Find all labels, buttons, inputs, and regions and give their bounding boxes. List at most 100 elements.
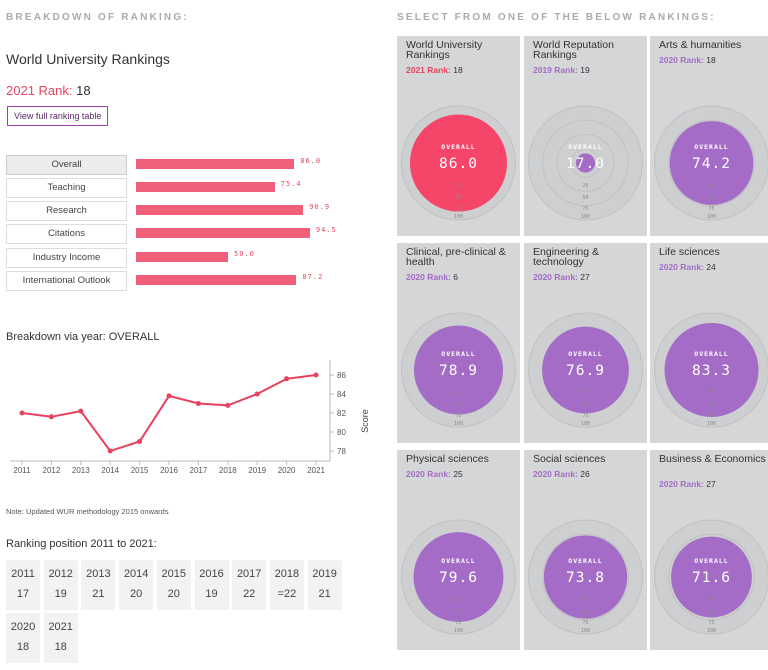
breakdown-tab-citations[interactable]: Citations (6, 224, 127, 244)
overall-label: OVERALL (568, 143, 603, 151)
scale-tick: 75 (582, 413, 589, 419)
data-point (225, 402, 231, 408)
ranking-position-cell: 2019 21 (307, 560, 342, 610)
x-tick-label: 2017 (190, 466, 208, 475)
position-year: 2011 (11, 568, 35, 580)
scale-ring (570, 148, 601, 178)
ranking-position-cell: 2016 19 (194, 560, 229, 610)
breakdown-tab-overall[interactable]: Overall (6, 155, 127, 175)
scale-tick: 75 (582, 620, 589, 626)
scale-ring (556, 134, 615, 192)
score-circle (401, 105, 516, 221)
scale-tick: 25 (455, 597, 462, 603)
score-circle (654, 105, 768, 221)
data-point (78, 408, 84, 414)
breakdown-row: Overall 86.0 (6, 155, 326, 175)
breakdown-bar (136, 159, 295, 169)
view-full-ranking-button[interactable]: View full ranking table (7, 106, 109, 126)
panel-title: Social sciences (533, 453, 606, 465)
ranking-panel-world-reputation-rankings[interactable]: World Reputation Rankings 2019 Rank: 19 OV… (524, 36, 647, 236)
scale-tick: 50 (455, 195, 462, 201)
overall-score: 17.0 (566, 156, 605, 172)
score-fill (409, 114, 508, 212)
breakdown-tab-research[interactable]: Research (6, 201, 127, 221)
scale-tick: 25 (708, 390, 715, 396)
ranking-position-cell: 2012 19 (43, 560, 78, 610)
position-rank: 18 (16, 641, 30, 653)
breakdown-tab-international-outlook[interactable]: International Outlook (6, 271, 127, 291)
data-point (313, 372, 319, 378)
ranking-position-cell: 2011 17 (6, 560, 40, 610)
overall-score: 71.6 (692, 570, 731, 586)
scale-tick: 25 (455, 390, 462, 396)
breakdown-value: 94.5 (315, 226, 337, 234)
overall-score-chart: 78 80 82 84 86 Score 2011 2012 2013 2014 2015 2016 2… (10, 360, 370, 475)
scale-tick: 25 (582, 597, 589, 603)
panel-rank-label: 2020 Rank: (659, 55, 707, 65)
breakdown-value: 90.9 (309, 203, 331, 211)
breakdown-value: 50.0 (234, 250, 255, 258)
breakdown-row: Industry Income 50.0 (6, 248, 326, 268)
ranking-panel-physical-sciences[interactable]: Physical sciences 2020 Rank: 25 OVERALL 79.… (397, 450, 520, 650)
scale-ring (542, 119, 629, 207)
ranking-panel-social-sciences[interactable]: Social sciences 2020 Rank: 26 OVERALL 73.8 2… (524, 450, 647, 650)
x-tick-label: 2016 (160, 466, 178, 475)
position-rank: 17 (16, 588, 30, 600)
panel-rank-value: 18 (706, 55, 716, 65)
score-fill (413, 532, 504, 622)
position-year: 2017 (236, 568, 262, 580)
data-point (137, 439, 143, 444)
panel-rank-value: 27 (706, 479, 716, 489)
breakdown-tab-industry-income[interactable]: Industry Income (6, 248, 127, 268)
breakdown-bar (136, 275, 297, 285)
overall-score: 76.9 (566, 363, 605, 379)
rankings-select-title: SELECT FROM ONE OF THE BELOW RANKINGS: (397, 12, 716, 23)
scale-tick: 75 (708, 206, 715, 212)
overall-label: OVERALL (694, 350, 729, 358)
panel-rank-value: 18 (453, 65, 463, 75)
panel-rank-label: 2020 Rank: (659, 262, 707, 272)
ranking-panel-life-sciences[interactable]: Life sciences 2020 Rank: 24 OVERALL 83.3 25 5… (650, 243, 768, 443)
ranking-position-cell: 2018 =22 (269, 560, 304, 610)
score-circle (654, 519, 768, 635)
scale-tick: 50 (708, 195, 715, 201)
overall-score: 83.3 (692, 363, 731, 379)
position-year: 2015 (161, 568, 187, 580)
ranking-panel-engineering-technology[interactable]: Engineering & technology 2020 Rank: 27 OVE… (524, 243, 647, 443)
ranking-panel-arts-humanities[interactable]: Arts & humanities 2020 Rank: 18 OVERALL 74.… (650, 36, 768, 236)
x-tick-label: 2011 (13, 466, 31, 475)
panel-rank-label: 2020 Rank: (659, 479, 707, 489)
x-tick-label: 2012 (43, 466, 61, 475)
ranking-position-cell: 2021 18 (43, 613, 78, 663)
panel-rank-label: 2020 Rank: (533, 469, 581, 479)
ranking-position-cell: 2013 21 (81, 560, 116, 610)
position-rank: 19 (54, 588, 67, 600)
ranking-panel-business-economics[interactable]: Business & Economics 2020 Rank: 27 OVERALL… (650, 450, 768, 650)
scale-tick: 75 (582, 206, 589, 212)
data-point (19, 410, 25, 416)
position-rank: 18 (54, 641, 67, 653)
score-fill (671, 536, 752, 618)
overall-score: 79.6 (439, 570, 478, 586)
position-year: 2012 (48, 568, 73, 580)
methodology-note: Note: Updated WUR methodology 2015 onwar… (6, 507, 169, 516)
breakdown-bar (136, 228, 310, 238)
breakdown-section-title: BREAKDOWN OF RANKING: (6, 12, 189, 23)
data-point (254, 391, 260, 397)
y-tick-label: 78 (337, 447, 346, 456)
scale-tick: 100 (706, 421, 717, 427)
series-line (21, 374, 317, 453)
overall-label: OVERALL (441, 557, 476, 565)
position-rank: 20 (129, 588, 143, 600)
y-tick-label: 82 (337, 409, 346, 418)
scale-tick: 50 (455, 609, 462, 615)
scale-tick: 100 (580, 214, 591, 220)
ranking-title: World University Rankings (6, 51, 170, 67)
ranking-panel-world-university-rankings[interactable]: World University Rankings 2021 Rank: 18 OV… (397, 36, 520, 236)
ranking-panel-clinical-pre-clinical-health[interactable]: Clinical, pre-clinical & health 2020 Rank… (397, 243, 520, 443)
breakdown-tab-teaching[interactable]: Teaching (6, 178, 127, 198)
panel-rank-value: 26 (580, 469, 590, 479)
score-circle (528, 519, 643, 635)
panel-rank-value: 25 (453, 469, 463, 479)
panel-rank: 2020 Rank: 26 (533, 469, 590, 479)
